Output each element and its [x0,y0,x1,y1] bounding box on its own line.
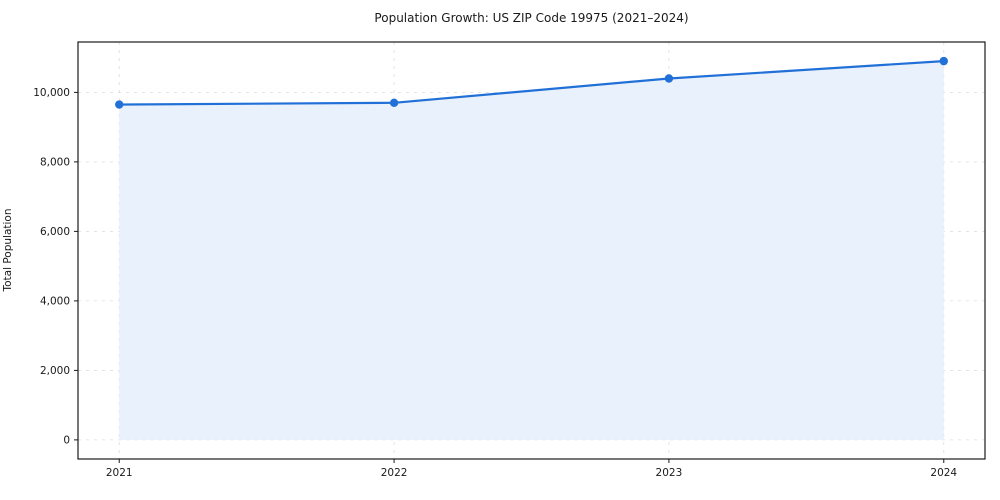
area-fill [119,61,944,440]
x-tick-label: 2022 [381,467,408,479]
y-tick-label: 4,000 [40,295,70,307]
chart-title: Population Growth: US ZIP Code 19975 (20… [374,11,689,25]
x-tick-label: 2024 [930,467,957,479]
data-point-marker [389,98,399,108]
line-series [119,60,944,106]
y-tick-label: 0 [63,434,70,446]
y-tick-label: 2,000 [40,365,70,377]
y-tick-label: 6,000 [40,226,70,238]
x-tick-label: 2021 [106,467,133,479]
data-point-marker [115,100,124,109]
y-tick-label: 8,000 [40,156,70,168]
data-point-marker [664,74,674,83]
axes-spines [77,41,986,460]
data-point-marker [939,56,948,66]
y-tick-label: 10,000 [33,87,70,99]
x-tick-label: 2023 [656,467,683,479]
